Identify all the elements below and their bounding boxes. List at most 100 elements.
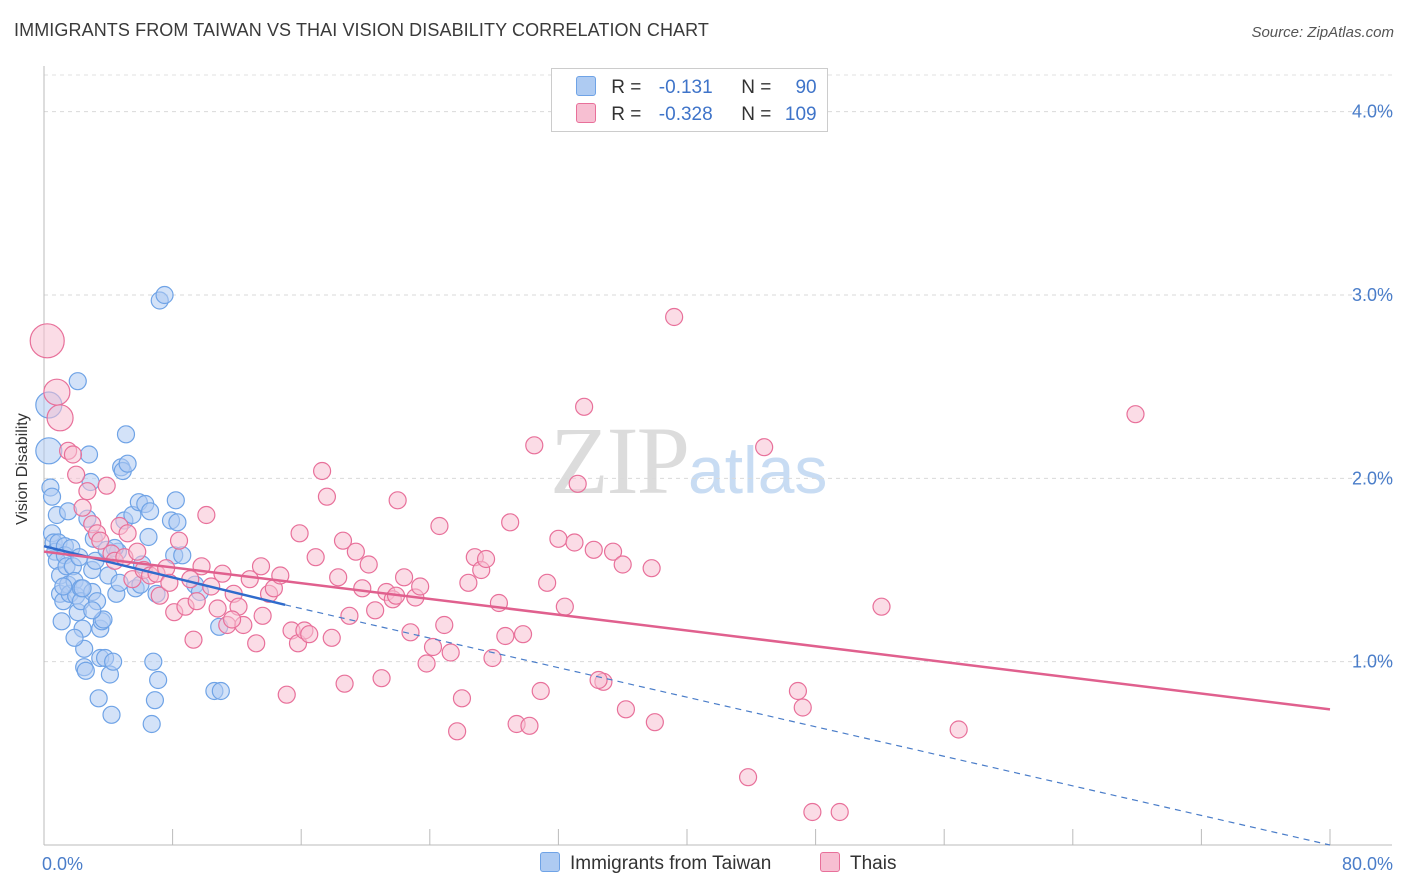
taiwan-point — [42, 487, 62, 506]
thais-point — [187, 592, 206, 611]
thais-point — [335, 674, 354, 693]
legend-row-thais: R = -0.328 N = 109 — [576, 103, 817, 126]
thais-point — [1126, 405, 1145, 424]
taiwan-point — [68, 372, 87, 391]
thais-point — [538, 573, 557, 592]
thais-trend-line — [43, 550, 1331, 711]
thais-point — [531, 681, 550, 701]
taiwan-point — [54, 577, 73, 596]
thais-point — [452, 689, 472, 708]
thais-point — [312, 461, 332, 481]
thais-point — [589, 670, 608, 690]
taiwan-point — [102, 705, 121, 724]
thais-point — [642, 559, 661, 578]
thais-point — [73, 498, 92, 517]
thais-point — [665, 307, 684, 327]
thais-point — [459, 573, 478, 592]
thais-point — [949, 720, 968, 739]
thais-point — [645, 713, 664, 732]
thais-point — [247, 634, 266, 653]
thais-point — [78, 482, 97, 501]
bottom-legend-label-taiwan: Immigrants from Taiwan — [570, 853, 772, 874]
thais-point — [520, 716, 539, 735]
thais-point — [603, 542, 623, 561]
chart-title: IMMIGRANTS FROM TAIWAN VS THAI VISION DI… — [14, 20, 710, 40]
thais-point — [46, 404, 74, 432]
watermark-zip: ZIP — [550, 407, 690, 514]
thais-point — [277, 685, 296, 704]
thais-point — [525, 436, 544, 455]
taiwan-point — [89, 689, 108, 708]
thais-point — [555, 597, 574, 616]
legend-n-value: 109 — [784, 104, 817, 125]
thais-point — [91, 531, 110, 550]
bottom-legend-taiwan: Immigrants from Taiwan — [540, 852, 771, 875]
thais-point — [613, 555, 632, 574]
thais-point — [322, 628, 341, 647]
thais-point — [128, 542, 147, 561]
thais-point — [67, 465, 86, 484]
legend: R = -0.131 N = 90 R = -0.328 N = 109 — [551, 68, 828, 132]
legend-r-value: -0.328 — [658, 104, 713, 125]
thais-point — [411, 577, 430, 596]
thais-point — [208, 599, 227, 618]
legend-r-label: R = — [611, 77, 642, 98]
taiwan-point — [65, 628, 84, 647]
legend-n-value: 90 — [795, 77, 817, 98]
thais-point — [793, 698, 812, 717]
legend-r-value: -0.131 — [658, 77, 713, 98]
taiwan-point — [79, 445, 99, 464]
legend-r-label: R = — [611, 104, 642, 125]
taiwan-trend-extension — [284, 604, 1331, 846]
taiwan-point — [145, 691, 165, 710]
thais-point — [565, 533, 584, 552]
bottom-legend-swatch-taiwan — [540, 852, 560, 872]
y-tick-label: 3.0% — [1352, 285, 1393, 305]
x-tick-label: 80.0% — [1342, 854, 1393, 874]
legend-n-label: N = — [741, 104, 772, 125]
thais-point — [97, 476, 116, 495]
thais-point — [222, 610, 242, 629]
thais-point — [417, 654, 436, 673]
taiwan-point — [35, 437, 63, 465]
thais-point — [616, 700, 636, 719]
thais-point — [496, 626, 515, 646]
thais-point — [476, 549, 496, 569]
thais-point — [788, 681, 808, 701]
thais-point — [430, 516, 449, 536]
thais-point — [359, 555, 378, 574]
legend-swatch-thais — [576, 103, 596, 123]
thais-point — [253, 606, 272, 625]
taiwan-point — [104, 652, 123, 671]
thais-point — [830, 802, 849, 822]
thais-point — [738, 768, 758, 787]
thais-point — [501, 513, 520, 532]
thais-point — [333, 531, 353, 550]
legend-row-taiwan: R = -0.131 N = 90 — [576, 76, 817, 99]
thais-point — [388, 491, 407, 510]
thais-point — [441, 643, 460, 662]
thais-point — [366, 601, 385, 620]
bottom-legend-swatch-thais — [820, 852, 840, 872]
thais-point — [118, 524, 137, 543]
thais-point — [346, 542, 365, 561]
thais-point — [150, 586, 169, 605]
thais-point — [300, 625, 319, 644]
thais-point — [29, 323, 65, 359]
taiwan-point — [140, 502, 160, 521]
thais-point — [568, 474, 587, 493]
thais-point — [197, 505, 216, 525]
taiwan-point — [83, 601, 102, 620]
legend-swatch-taiwan — [576, 76, 596, 96]
thais-point — [483, 648, 502, 668]
taiwan-point — [73, 579, 92, 598]
taiwan-point — [168, 513, 187, 532]
thais-point — [340, 606, 359, 625]
bottom-legend-label-thais: Thais — [850, 853, 897, 874]
thais-point — [423, 637, 443, 657]
thais-point — [872, 597, 891, 616]
thais-point — [584, 540, 603, 559]
bottom-legend-thais: Thais — [820, 852, 896, 875]
taiwan-point — [144, 652, 163, 671]
